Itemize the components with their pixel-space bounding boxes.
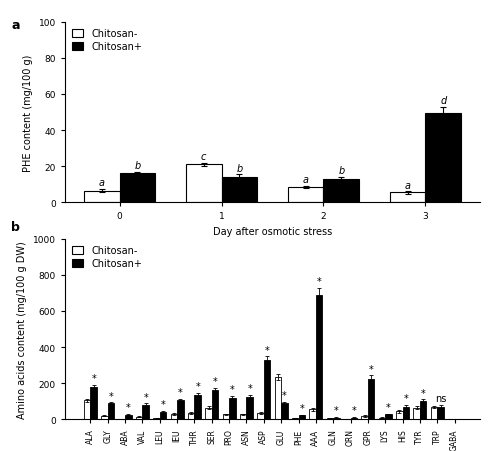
Text: b: b	[134, 161, 140, 170]
Text: *: *	[369, 364, 374, 374]
Text: *: *	[108, 391, 114, 400]
Text: *: *	[92, 373, 96, 383]
Text: *: *	[160, 400, 166, 410]
Text: *: *	[334, 405, 339, 415]
Bar	[310, 410, 316, 419]
Text: *: *	[212, 377, 218, 387]
Bar	[153, 418, 160, 419]
Bar	[108, 404, 114, 419]
Text: d: d	[440, 96, 446, 106]
Text: a: a	[98, 178, 104, 188]
Bar	[292, 418, 298, 419]
Bar	[274, 377, 281, 419]
Bar	[362, 416, 368, 419]
Text: a: a	[404, 180, 410, 190]
Bar	[136, 417, 142, 419]
Bar	[420, 401, 426, 419]
Bar	[378, 418, 385, 419]
Text: b: b	[236, 163, 242, 173]
Bar	[212, 391, 218, 419]
Text: *: *	[265, 345, 270, 355]
Bar	[125, 415, 132, 419]
Bar	[430, 407, 437, 419]
Text: *: *	[196, 382, 200, 391]
Text: *: *	[144, 392, 148, 402]
Bar	[101, 416, 108, 419]
Legend: Chitosan-, Chitosan+: Chitosan-, Chitosan+	[70, 244, 144, 271]
Text: c: c	[201, 152, 206, 162]
Bar	[205, 408, 212, 419]
Text: *: *	[178, 387, 183, 397]
Text: *: *	[386, 402, 391, 412]
Bar	[84, 400, 90, 419]
X-axis label: Day after osmotic stress: Day after osmotic stress	[213, 226, 332, 236]
Text: *: *	[317, 277, 322, 287]
Text: *: *	[352, 405, 356, 415]
Bar	[246, 397, 253, 419]
Bar	[350, 418, 357, 419]
Bar	[281, 403, 288, 419]
Bar	[414, 408, 420, 419]
Bar	[160, 412, 166, 419]
Bar	[240, 414, 246, 419]
Bar	[194, 395, 201, 419]
Text: *: *	[421, 388, 426, 398]
Bar	[229, 398, 235, 419]
Legend: Chitosan-, Chitosan+: Chitosan-, Chitosan+	[70, 28, 144, 54]
Bar	[298, 415, 305, 419]
Bar	[186, 165, 222, 203]
Bar	[257, 413, 264, 419]
Text: *: *	[230, 384, 235, 394]
Bar	[188, 413, 194, 419]
Text: ns: ns	[435, 394, 446, 404]
Bar	[385, 414, 392, 419]
Bar	[437, 407, 444, 419]
Y-axis label: PHE content (mg/100 g): PHE content (mg/100 g)	[23, 54, 33, 171]
Bar	[177, 400, 184, 419]
Text: a: a	[302, 175, 308, 184]
Bar	[170, 414, 177, 419]
Bar	[90, 387, 97, 419]
Bar	[142, 405, 149, 419]
Text: *: *	[126, 403, 131, 413]
Bar	[264, 360, 270, 419]
Bar	[396, 411, 402, 419]
Text: b: b	[11, 221, 20, 234]
Text: *: *	[404, 393, 408, 403]
Text: *: *	[282, 390, 287, 400]
Bar	[368, 379, 374, 419]
Y-axis label: Amino acids content (mg/100 g DW): Amino acids content (mg/100 g DW)	[18, 240, 28, 418]
Text: b: b	[338, 166, 344, 176]
Bar	[316, 295, 322, 419]
Bar	[222, 414, 229, 419]
Bar	[402, 407, 409, 419]
Text: a: a	[11, 19, 20, 32]
Bar	[426, 114, 461, 203]
Text: *: *	[248, 383, 252, 393]
Bar	[222, 178, 257, 203]
Bar	[333, 418, 340, 419]
Bar	[390, 193, 426, 203]
Bar	[84, 191, 120, 203]
Bar	[288, 188, 324, 203]
Bar	[324, 179, 359, 203]
Bar	[120, 174, 155, 203]
Text: *: *	[300, 403, 304, 413]
